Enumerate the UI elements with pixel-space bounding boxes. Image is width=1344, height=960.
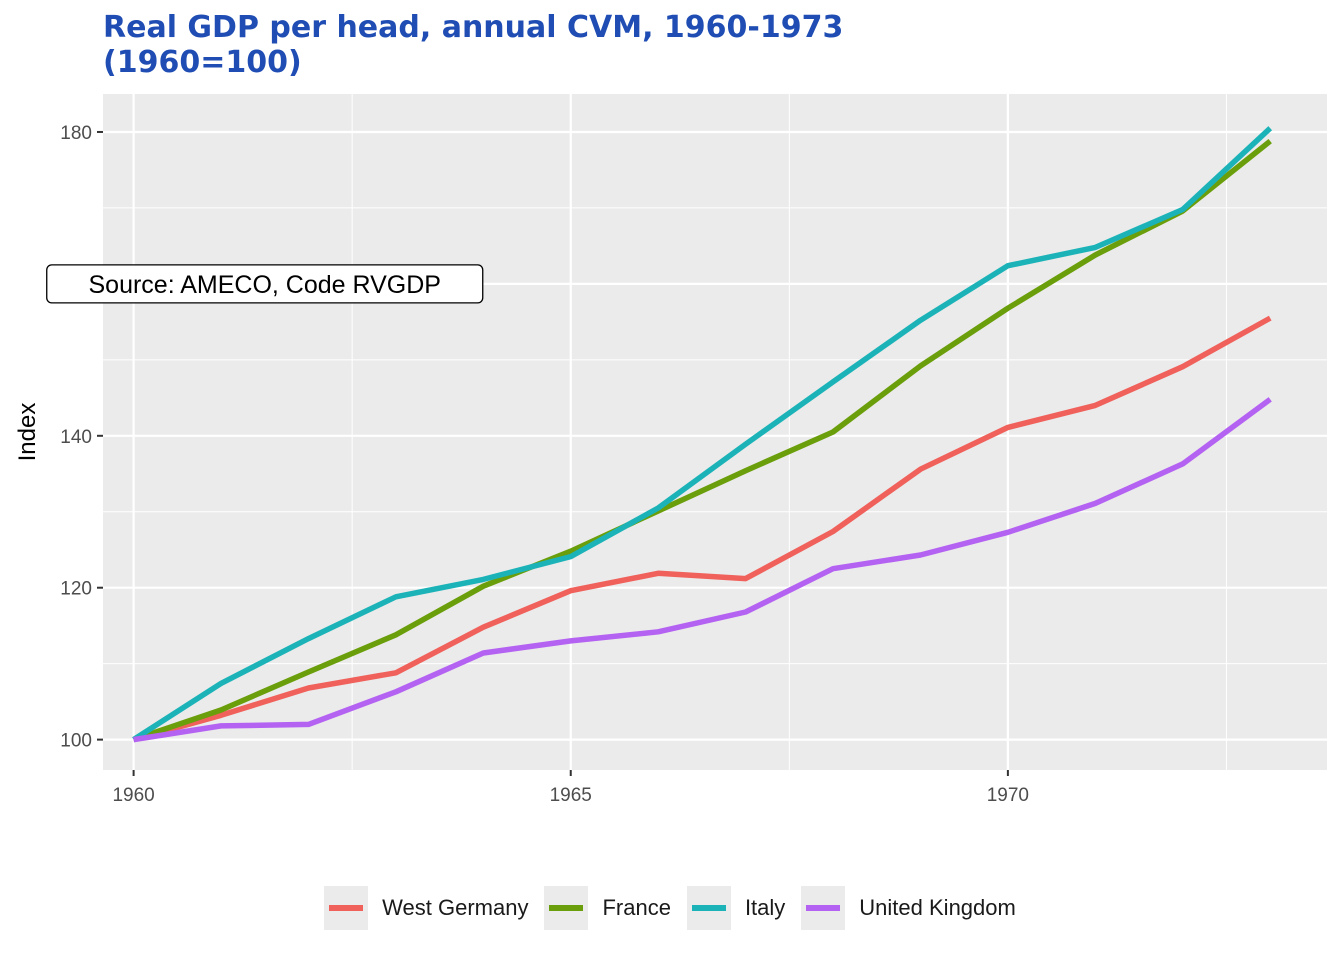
major-gridlines — [103, 94, 1327, 770]
x-tick-label: 1970 — [987, 785, 1029, 806]
legend-swatch — [806, 905, 841, 911]
legend-key — [324, 886, 369, 930]
legend-swatch — [691, 905, 726, 911]
legend-swatch — [329, 905, 364, 911]
annotation-text: Source: AMECO, Code RVGDP — [89, 271, 441, 299]
series-line-france — [132, 138, 1272, 743]
legend-item-west-germany: West Germany — [324, 886, 532, 930]
chart-title-line-2: (1960=100) — [103, 45, 302, 80]
legend-key — [686, 886, 731, 930]
legend-key — [801, 886, 846, 930]
legend-key — [544, 886, 589, 930]
series-line-italy — [132, 126, 1273, 742]
series-line-united-kingdom — [133, 397, 1272, 743]
plot-panel — [103, 94, 1327, 770]
y-tick-label: 120 — [60, 579, 92, 600]
source-annotation: Source: AMECO, Code RVGDP — [46, 264, 484, 304]
series-lines — [132, 126, 1273, 743]
y-axis: 100120140160180 — [60, 123, 103, 752]
y-tick-label: 180 — [60, 123, 92, 144]
y-tick-label: 100 — [60, 731, 92, 752]
series-line-west-germany — [132, 315, 1272, 743]
legend-item-france: France — [544, 886, 674, 930]
y-axis-title: Index — [14, 403, 41, 462]
y-tick-label: 140 — [60, 427, 92, 448]
x-tick-label: 1960 — [112, 785, 154, 806]
legend-swatch — [549, 905, 584, 911]
legend-item-united-kingdom: United Kingdom — [801, 886, 1020, 930]
legend-label: France — [602, 895, 671, 920]
chart-title: Real GDP per head, annual CVM, 1960-1973… — [103, 10, 843, 80]
chart-title-line-1: Real GDP per head, annual CVM, 1960-1973 — [103, 10, 844, 45]
legend: West Germany France Italy United Kingdom — [0, 885, 1344, 931]
x-axis: 1960 1965 1970 — [112, 770, 1029, 806]
x-tick-label: 1965 — [550, 785, 592, 806]
legend-label: West Germany — [382, 895, 529, 920]
annotation-box — [46, 264, 484, 304]
legend-item-italy: Italy — [686, 886, 789, 930]
legend-label: United Kingdom — [859, 895, 1016, 920]
legend-label: Italy — [744, 895, 786, 920]
